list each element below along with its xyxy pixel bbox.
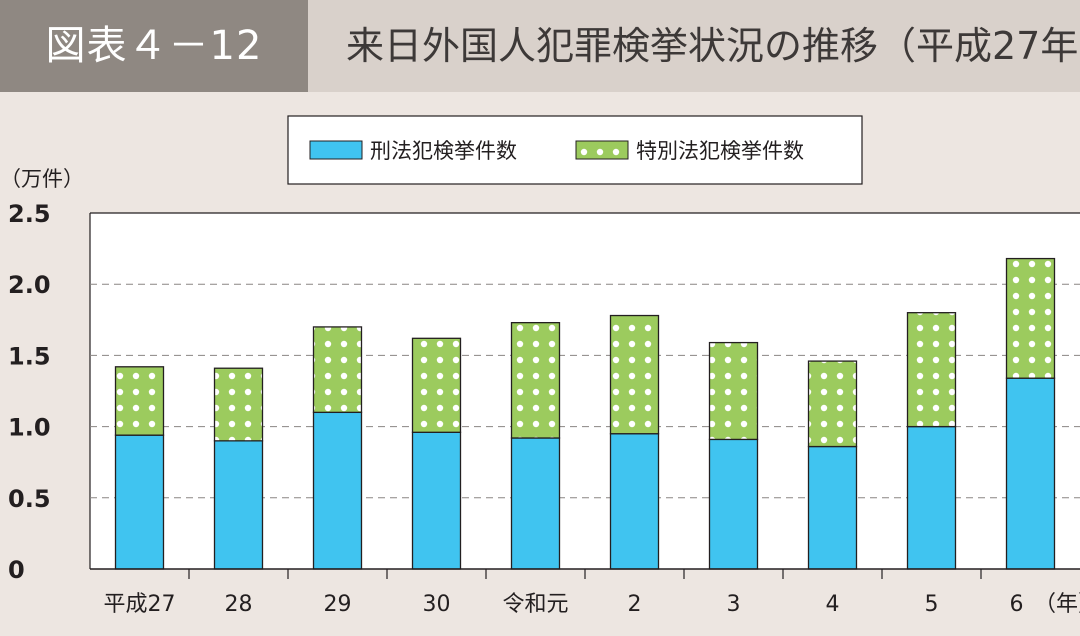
legend-swatch-special: [575, 140, 629, 160]
x-tick-label: 平成27: [104, 592, 176, 617]
bar-special: [312, 326, 363, 414]
figure-label: 図表４－12: [0, 0, 308, 92]
bar-penal: [510, 437, 561, 570]
bar-penal: [807, 445, 858, 570]
bar-special: [213, 367, 264, 442]
stacked-bar-chart: 刑法犯検挙件数 特別法犯検挙件数 （万件） 0 0.5 1.0 1.5 2.0 2.5 平…: [0, 115, 1080, 617]
legend-label-special: 特別法犯検挙件数: [636, 139, 804, 163]
x-tick-label: 6: [1010, 592, 1024, 617]
bar-special: [708, 341, 759, 441]
x-tick-label: 2: [628, 592, 642, 617]
bar-penal: [609, 433, 660, 570]
x-tick-labels: 平成27 28 29 30 令和元 2 3 4 5 6: [104, 592, 1024, 617]
page-title: 来日外国人犯罪検挙状況の推移（平成27年～令和６年）: [346, 24, 1080, 68]
bar-penal: [411, 431, 462, 570]
legend-swatch-penal: [309, 140, 363, 160]
gridlines: [90, 283, 1080, 499]
y-tick-label: 0.5: [8, 485, 51, 513]
legend-label-penal: 刑法犯検挙件数: [370, 139, 517, 163]
x-tick-label: 令和元: [502, 592, 568, 617]
bar-special: [411, 337, 462, 433]
bar-penal: [1005, 377, 1056, 570]
bars: [114, 257, 1056, 570]
x-tick-label: 28: [225, 592, 253, 617]
y-tick-label: 0: [8, 556, 25, 584]
x-tick-label: 5: [925, 592, 939, 617]
y-tick-labels: 0 0.5 1.0 1.5 2.0 2.5: [8, 200, 51, 584]
bar-penal: [213, 440, 264, 570]
bar-penal: [312, 411, 363, 570]
x-tick-label: 3: [727, 592, 741, 617]
legend: 刑法犯検挙件数 特別法犯検挙件数: [287, 115, 863, 185]
bar-special: [807, 360, 858, 448]
bar-penal: [708, 438, 759, 570]
x-tick-marks: [188, 569, 982, 579]
header-bar: 図表４－12 来日外国人犯罪検挙状況の推移（平成27年～令和６年）: [0, 0, 1080, 92]
y-axis-unit-label: （万件）: [0, 167, 84, 191]
y-tick-label: 2.0: [8, 271, 51, 299]
bar-special: [510, 321, 561, 439]
x-axis-unit-label: （年）: [1034, 592, 1080, 617]
y-tick-label: 2.5: [8, 200, 51, 228]
legend-box: [287, 115, 863, 185]
y-tick-label: 1.5: [8, 342, 51, 370]
bar-penal: [906, 425, 957, 570]
bar-penal: [114, 434, 165, 570]
bar-special: [609, 314, 660, 435]
bar-special: [1005, 257, 1056, 379]
x-tick-label: 4: [826, 592, 840, 617]
bar-special: [114, 366, 165, 436]
x-tick-label: 30: [423, 592, 451, 617]
bar-special: [906, 312, 957, 428]
title-clip: 来日外国人犯罪検挙状況の推移（平成27年～令和６年）: [330, 0, 1080, 92]
y-tick-label: 1.0: [8, 414, 51, 442]
x-tick-label: 29: [324, 592, 352, 617]
